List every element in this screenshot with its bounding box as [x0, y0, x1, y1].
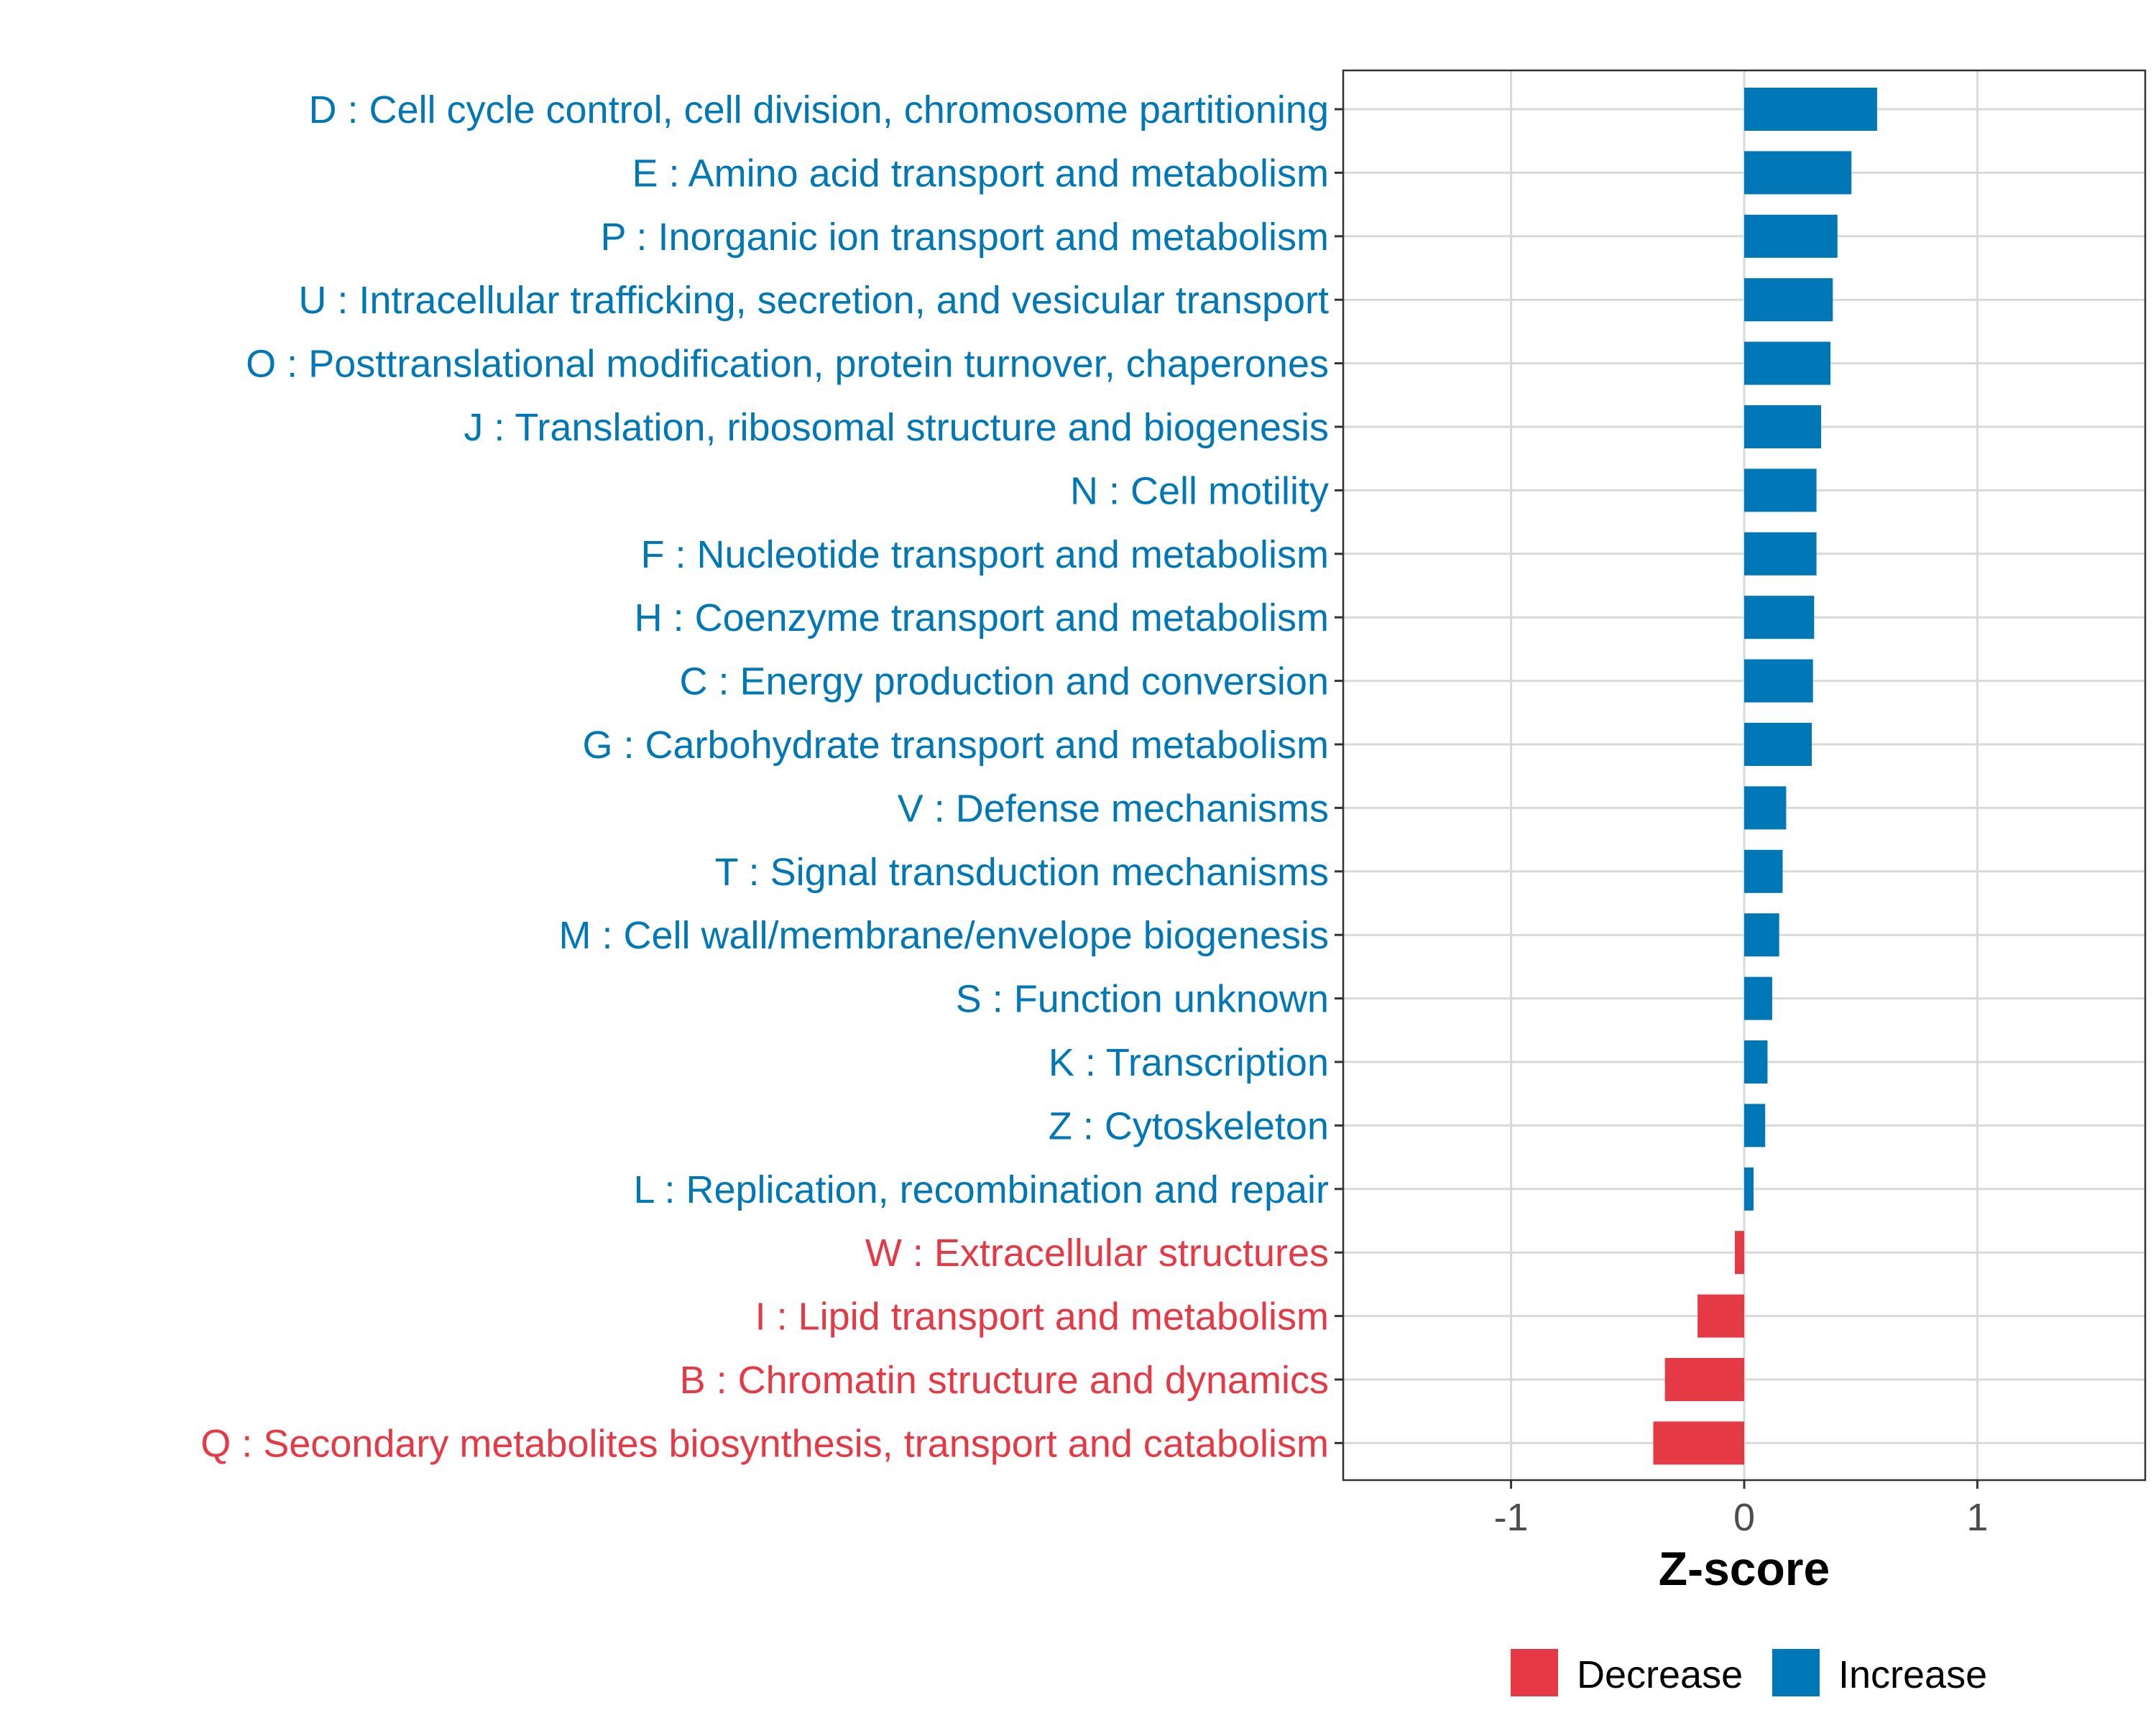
- x-tick-label: -1: [1494, 1496, 1529, 1539]
- bar: [1653, 1421, 1744, 1465]
- legend-label-decrease: Decrease: [1577, 1653, 1743, 1696]
- category-label: G : Carbohydrate transport and metabolis…: [583, 724, 1330, 767]
- category-label: H : Coenzyme transport and metabolism: [635, 596, 1329, 639]
- category-label: W : Extracellular structures: [865, 1232, 1329, 1275]
- category-label: O : Posttranslational modification, prot…: [246, 343, 1329, 386]
- category-label: K : Transcription: [1049, 1041, 1329, 1084]
- x-tick-label: 0: [1733, 1496, 1755, 1539]
- x-axis-title: Z-score: [1659, 1542, 1830, 1595]
- category-label: I : Lipid transport and metabolism: [755, 1295, 1329, 1339]
- bar: [1744, 1167, 1754, 1211]
- category-label: B : Chromatin structure and dynamics: [680, 1359, 1329, 1402]
- bar: [1744, 1040, 1768, 1084]
- bar: [1744, 341, 1831, 385]
- category-label: C : Energy production and conversion: [679, 660, 1329, 703]
- bar: [1697, 1294, 1744, 1338]
- bar: [1744, 278, 1833, 322]
- bar: [1744, 532, 1817, 576]
- bar: [1744, 723, 1812, 766]
- bar: [1744, 468, 1817, 512]
- bar: [1744, 88, 1877, 131]
- legend-key-increase: [1772, 1649, 1820, 1696]
- bar: [1744, 659, 1813, 703]
- bar: [1735, 1231, 1744, 1275]
- category-label: M : Cell wall/membrane/envelope biogenes…: [558, 914, 1329, 957]
- category-label: J : Translation, ribosomal structure and…: [464, 406, 1329, 449]
- legend-label-increase: Increase: [1838, 1653, 1987, 1696]
- bar: [1744, 786, 1787, 830]
- bar: [1664, 1358, 1744, 1401]
- bar: [1744, 1104, 1766, 1147]
- category-label: E : Amino acid transport and metabolism: [632, 152, 1329, 195]
- category-label: L : Replication, recombination and repai…: [633, 1168, 1329, 1211]
- bar: [1744, 849, 1783, 893]
- category-label: T : Signal transduction mechanisms: [715, 851, 1329, 894]
- bar: [1744, 976, 1772, 1020]
- category-label: P : Inorganic ion transport and metaboli…: [600, 216, 1329, 259]
- bar: [1744, 913, 1779, 957]
- category-label: Q : Secondary metabolites biosynthesis, …: [201, 1422, 1329, 1465]
- category-label: F : Nucleotide transport and metabolism: [641, 533, 1329, 576]
- category-label: V : Defense mechanisms: [898, 787, 1329, 830]
- legend-key-decrease: [1511, 1649, 1558, 1696]
- bar: [1744, 214, 1838, 258]
- bar: [1744, 151, 1852, 195]
- category-label: Z : Cytoskeleton: [1049, 1104, 1329, 1147]
- bar: [1744, 405, 1822, 448]
- category-label: U : Intracellular trafficking, secretion…: [298, 279, 1329, 322]
- category-label: S : Function unknown: [956, 978, 1329, 1021]
- category-label: N : Cell motility: [1070, 469, 1329, 512]
- bar: [1744, 596, 1815, 639]
- category-label: D : Cell cycle control, cell division, c…: [308, 88, 1329, 131]
- x-tick-label: 1: [1966, 1496, 1988, 1539]
